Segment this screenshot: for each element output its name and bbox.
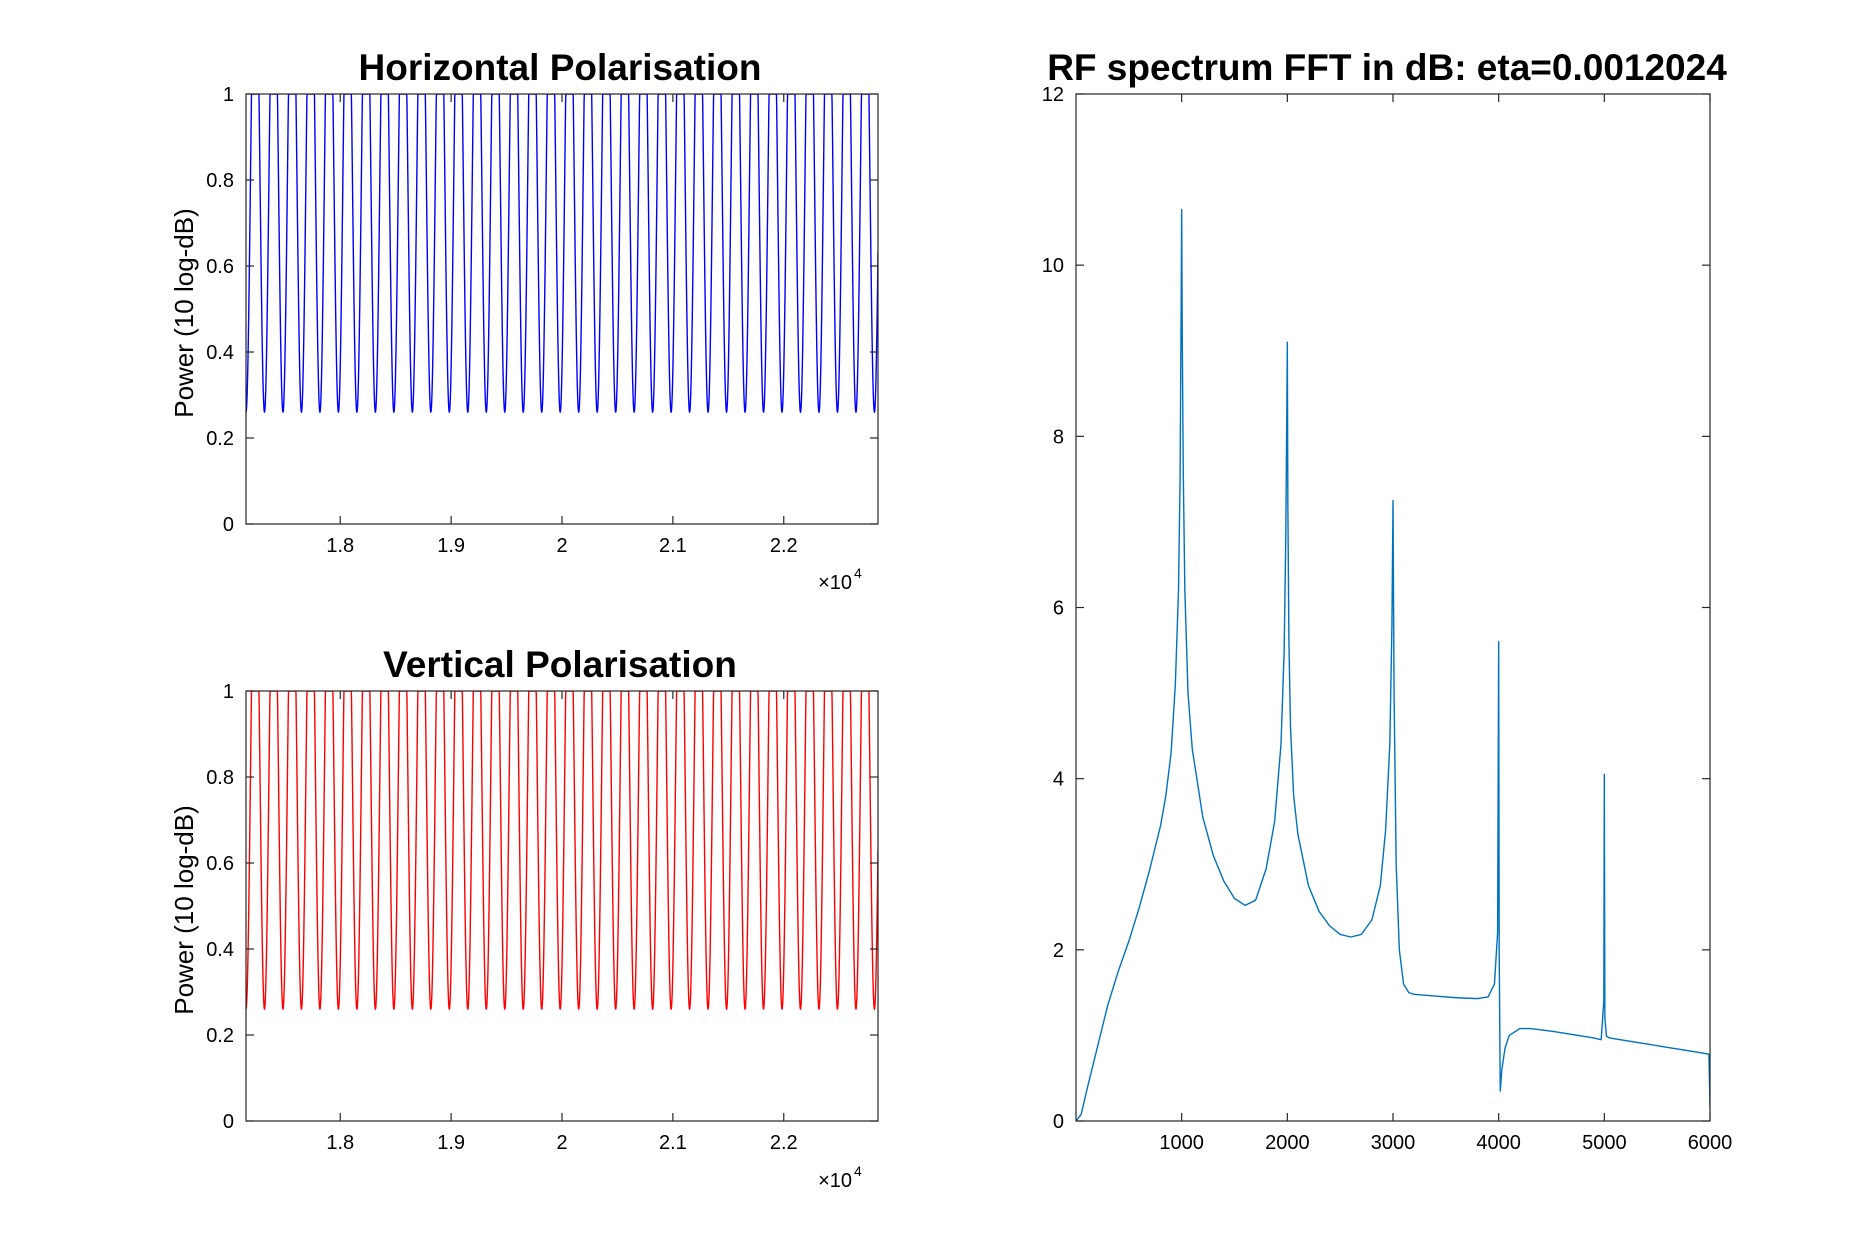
horizontal-polarisation-series-line bbox=[246, 94, 878, 413]
vertical-polarisation-x-tick-label: 2 bbox=[556, 1132, 567, 1154]
vertical-polarisation-x-tick-label: 2.1 bbox=[659, 1132, 687, 1154]
rf-spectrum-series-line bbox=[1076, 208, 1710, 1121]
vertical-polarisation-y-tick-label: 0.2 bbox=[206, 1025, 234, 1047]
rf-spectrum-plot-layer bbox=[1076, 208, 1710, 1121]
vertical-polarisation-exponent-power: 4 bbox=[854, 1163, 862, 1179]
vertical-polarisation-x-tick-label: 1.8 bbox=[326, 1132, 354, 1154]
vertical-polarisation-axes: Vertical Polarisation Power (10 log-dB) … bbox=[169, 644, 879, 1192]
horizontal-polarisation-y-tick-label: 0.4 bbox=[206, 342, 234, 364]
rf-spectrum-x-tick-label: 6000 bbox=[1688, 1132, 1733, 1154]
vertical-polarisation-x-tick-label: 1.9 bbox=[437, 1132, 465, 1154]
rf-spectrum-x-tick-label: 3000 bbox=[1371, 1132, 1416, 1154]
horizontal-polarisation-x-tick-label: 2 bbox=[556, 535, 567, 557]
rf-spectrum-x-tick-label: 5000 bbox=[1582, 1132, 1627, 1154]
rf-spectrum-y-tick-label: 8 bbox=[1053, 426, 1064, 448]
vertical-polarisation-y-tick-label: 0.4 bbox=[206, 939, 234, 961]
horizontal-polarisation-y-tick-label: 0.6 bbox=[206, 256, 234, 278]
horizontal-polarisation-ticks: 1.8 1.9 2 2.1 2.2 0 0.2 0.4 0.6 0.8 1 bbox=[206, 84, 878, 557]
rf-spectrum-x-tick-label: 4000 bbox=[1476, 1132, 1521, 1154]
horizontal-polarisation-x-tick-label: 1.9 bbox=[437, 535, 465, 557]
rf-spectrum-y-tick-label: 4 bbox=[1053, 769, 1064, 791]
horizontal-polarisation-y-tick-label: 0.8 bbox=[206, 170, 234, 192]
rf-spectrum-x-tick-label: 1000 bbox=[1159, 1132, 1204, 1154]
horizontal-polarisation-exponent-base: ×10 bbox=[818, 572, 852, 594]
horizontal-polarisation-y-tick-label: 0.2 bbox=[206, 428, 234, 450]
vertical-polarisation-y-tick-label: 0.6 bbox=[206, 853, 234, 875]
horizontal-polarisation-axes: Horizontal Polarisation Power (10 log-dB… bbox=[169, 47, 879, 594]
rf-spectrum-x-tick-label: 2000 bbox=[1265, 1132, 1310, 1154]
rf-spectrum-y-tick-label: 12 bbox=[1042, 84, 1064, 106]
vertical-polarisation-ylabel: Power (10 log-dB) bbox=[169, 805, 199, 1015]
vertical-polarisation-title: Vertical Polarisation bbox=[383, 644, 737, 685]
horizontal-polarisation-ylabel: Power (10 log-dB) bbox=[169, 208, 199, 418]
vertical-polarisation-y-tick-label: 0 bbox=[223, 1111, 234, 1133]
rf-spectrum-y-tick-label: 6 bbox=[1053, 598, 1064, 620]
rf-spectrum-y-tick-label: 2 bbox=[1053, 940, 1064, 962]
vertical-polarisation-series-line bbox=[246, 691, 878, 1010]
horizontal-polarisation-x-tick-label: 2.2 bbox=[770, 535, 798, 557]
rf-spectrum-title: RF spectrum FFT in dB: eta=0.0012024 bbox=[1047, 47, 1727, 88]
rf-spectrum-ticks: 1000 2000 3000 4000 5000 6000 0 2 4 6 8 10 12 bbox=[1042, 84, 1733, 1154]
horizontal-polarisation-y-tick-label: 0 bbox=[223, 514, 234, 536]
vertical-polarisation-y-tick-label: 1 bbox=[223, 681, 234, 703]
vertical-polarisation-plot-layer bbox=[246, 691, 878, 1010]
vertical-polarisation-y-tick-label: 0.8 bbox=[206, 767, 234, 789]
horizontal-polarisation-title: Horizontal Polarisation bbox=[359, 47, 762, 88]
vertical-polarisation-exponent-base: ×10 bbox=[818, 1170, 852, 1192]
vertical-polarisation-ticks: 1.8 1.9 2 2.1 2.2 0 0.2 0.4 0.6 0.8 1 bbox=[206, 681, 878, 1154]
horizontal-polarisation-exponent-power: 4 bbox=[854, 565, 862, 581]
horizontal-polarisation-x-tick-label: 1.8 bbox=[326, 535, 354, 557]
rf-spectrum-y-tick-label: 10 bbox=[1042, 255, 1064, 277]
horizontal-polarisation-plot-layer bbox=[246, 94, 878, 413]
horizontal-polarisation-x-tick-label: 2.1 bbox=[659, 535, 687, 557]
rf-spectrum-y-tick-label: 0 bbox=[1053, 1111, 1064, 1133]
horizontal-polarisation-y-tick-label: 1 bbox=[223, 84, 234, 106]
vertical-polarisation-x-tick-label: 2.2 bbox=[770, 1132, 798, 1154]
rf-spectrum-axes: RF spectrum FFT in dB: eta=0.0012024 100… bbox=[1042, 47, 1733, 1154]
